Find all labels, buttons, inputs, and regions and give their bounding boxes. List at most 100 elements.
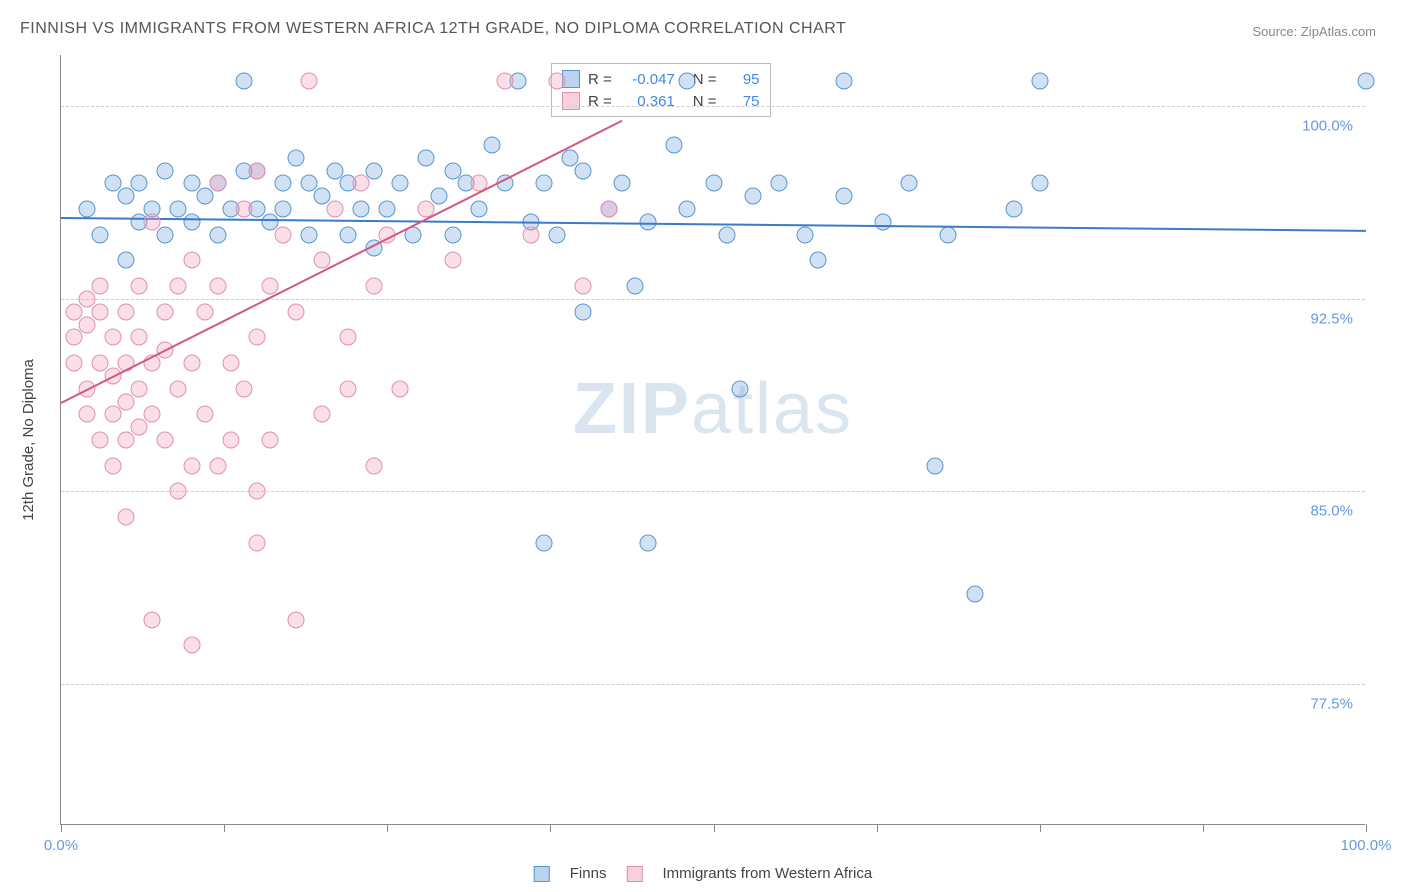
data-point-wafrica: [300, 72, 317, 89]
chart-title: FINNISH VS IMMIGRANTS FROM WESTERN AFRIC…: [20, 20, 846, 38]
data-point-wafrica: [366, 278, 383, 295]
data-point-wafrica: [118, 393, 135, 410]
data-point-finns: [575, 303, 592, 320]
data-point-finns: [1005, 201, 1022, 218]
data-point-wafrica: [287, 303, 304, 320]
data-point-wafrica: [327, 201, 344, 218]
data-point-finns: [731, 380, 748, 397]
data-point-wafrica: [235, 380, 252, 397]
data-point-wafrica: [105, 406, 122, 423]
data-point-wafrica: [105, 457, 122, 474]
data-point-wafrica: [353, 175, 370, 192]
data-point-finns: [287, 149, 304, 166]
y-tick-label: 92.5%: [1310, 310, 1353, 327]
swatch-pink-icon: [626, 866, 642, 882]
data-point-finns: [770, 175, 787, 192]
r-value-finns: -0.047: [620, 71, 675, 88]
data-point-finns: [431, 188, 448, 205]
data-point-wafrica: [248, 329, 265, 346]
data-point-wafrica: [170, 278, 187, 295]
data-point-finns: [157, 226, 174, 243]
data-point-wafrica: [79, 316, 96, 333]
data-point-finns: [940, 226, 957, 243]
data-point-finns: [483, 136, 500, 153]
data-point-finns: [535, 175, 552, 192]
data-point-finns: [836, 72, 853, 89]
data-point-wafrica: [144, 213, 161, 230]
y-tick-label: 85.0%: [1310, 503, 1353, 520]
data-point-wafrica: [248, 534, 265, 551]
data-point-wafrica: [261, 432, 278, 449]
data-point-finns: [1031, 175, 1048, 192]
correlation-legend: R = -0.047 N = 95 R = 0.361 N = 75: [551, 63, 771, 117]
data-point-finns: [379, 201, 396, 218]
data-point-finns: [118, 252, 135, 269]
y-axis-label: 12th Grade, No Diploma: [20, 359, 37, 521]
data-point-finns: [679, 72, 696, 89]
data-point-wafrica: [222, 355, 239, 372]
data-point-finns: [118, 188, 135, 205]
data-point-finns: [666, 136, 683, 153]
data-point-finns: [744, 188, 761, 205]
data-point-finns: [444, 226, 461, 243]
data-point-wafrica: [196, 406, 213, 423]
data-point-wafrica: [131, 419, 148, 436]
data-point-wafrica: [118, 432, 135, 449]
data-point-finns: [640, 534, 657, 551]
data-point-wafrica: [144, 611, 161, 628]
data-point-wafrica: [183, 252, 200, 269]
legend-row-wafrica: R = 0.361 N = 75: [562, 90, 760, 112]
legend-label-finns: Finns: [570, 865, 607, 882]
n-label: N =: [693, 71, 717, 88]
data-point-wafrica: [522, 226, 539, 243]
data-point-finns: [340, 226, 357, 243]
data-point-finns: [209, 226, 226, 243]
x-tick-label: 100.0%: [1341, 837, 1392, 854]
data-point-finns: [235, 72, 252, 89]
data-point-finns: [875, 213, 892, 230]
y-tick-label: 77.5%: [1310, 695, 1353, 712]
data-point-finns: [366, 162, 383, 179]
data-point-wafrica: [496, 72, 513, 89]
data-point-wafrica: [548, 72, 565, 89]
data-point-wafrica: [248, 483, 265, 500]
swatch-blue-icon: [534, 866, 550, 882]
data-point-wafrica: [209, 457, 226, 474]
data-point-wafrica: [601, 201, 618, 218]
data-point-wafrica: [79, 406, 96, 423]
data-point-wafrica: [183, 355, 200, 372]
legend-row-finns: R = -0.047 N = 95: [562, 68, 760, 90]
data-point-wafrica: [144, 406, 161, 423]
data-point-finns: [274, 201, 291, 218]
data-point-finns: [300, 226, 317, 243]
data-point-finns: [927, 457, 944, 474]
data-point-finns: [274, 175, 291, 192]
data-point-finns: [966, 586, 983, 603]
data-point-wafrica: [287, 611, 304, 628]
data-point-finns: [470, 201, 487, 218]
n-value-finns: 95: [725, 71, 760, 88]
data-point-finns: [418, 149, 435, 166]
data-point-wafrica: [131, 329, 148, 346]
data-point-finns: [836, 188, 853, 205]
data-point-wafrica: [209, 278, 226, 295]
data-point-wafrica: [209, 175, 226, 192]
data-point-finns: [392, 175, 409, 192]
data-point-wafrica: [392, 380, 409, 397]
data-point-wafrica: [248, 162, 265, 179]
chart-plot-area: R = -0.047 N = 95 R = 0.361 N = 75 ZIPat…: [60, 55, 1365, 825]
data-point-wafrica: [222, 432, 239, 449]
data-point-finns: [705, 175, 722, 192]
data-point-finns: [1031, 72, 1048, 89]
data-point-wafrica: [575, 278, 592, 295]
data-point-wafrica: [274, 226, 291, 243]
data-point-wafrica: [157, 303, 174, 320]
data-point-finns: [796, 226, 813, 243]
data-point-finns: [548, 226, 565, 243]
data-point-finns: [79, 201, 96, 218]
data-point-finns: [92, 226, 109, 243]
data-point-wafrica: [170, 483, 187, 500]
data-point-wafrica: [157, 432, 174, 449]
data-point-finns: [157, 162, 174, 179]
data-point-finns: [575, 162, 592, 179]
